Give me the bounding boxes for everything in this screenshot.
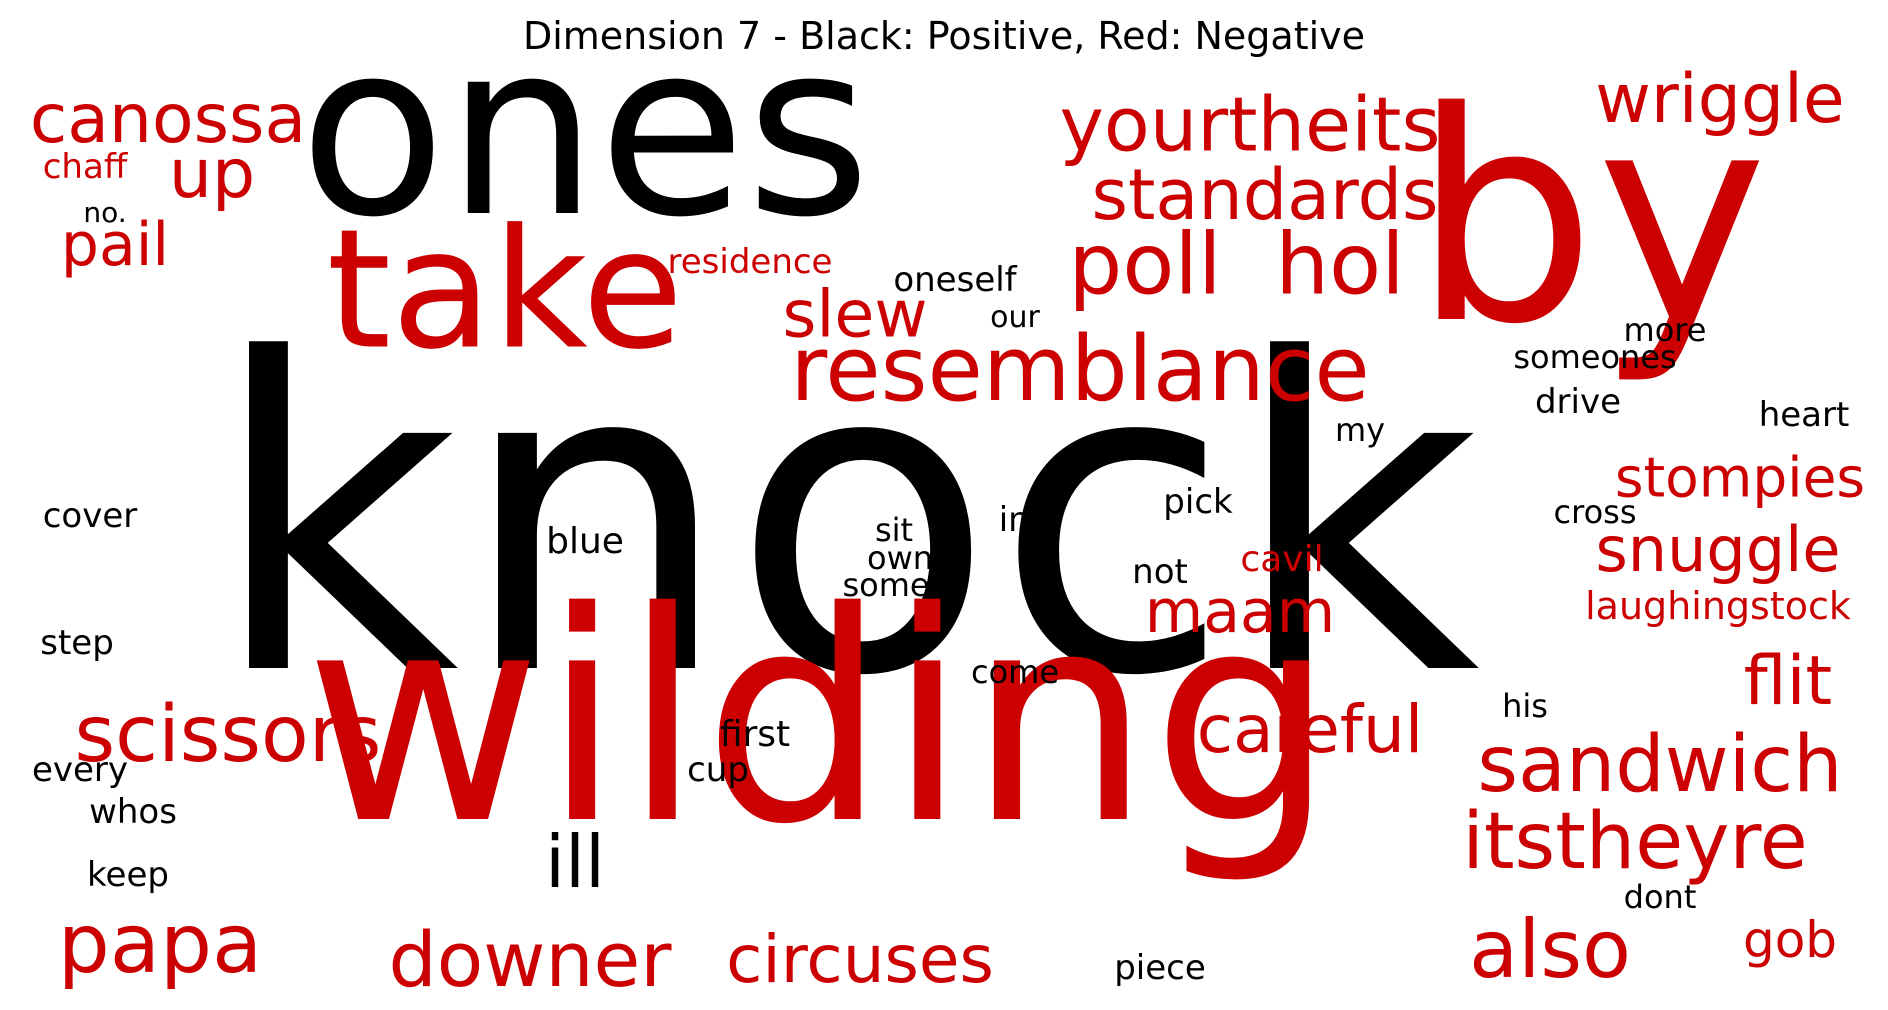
cloud-word-cover: cover — [42, 496, 138, 536]
cloud-word-keep: keep — [87, 855, 169, 895]
cloud-word-careful: careful — [1196, 691, 1424, 768]
cloud-word-dont: dont — [1623, 878, 1697, 916]
cloud-word-downer: downer — [388, 915, 672, 1004]
cloud-word-flit: flit — [1743, 642, 1833, 721]
cloud-word-own: own — [866, 539, 934, 577]
cloud-word-papa: papa — [57, 897, 263, 992]
cloud-word-oneself: oneself — [893, 260, 1017, 300]
cloud-word-standards: standards — [1091, 154, 1439, 236]
cloud-word-come: come — [970, 653, 1060, 691]
cloud-word-take: take — [326, 193, 684, 386]
cloud-word-every: every — [31, 750, 129, 790]
cloud-word-gob: gob — [1742, 911, 1838, 969]
cloud-word-knock: knock — [209, 270, 1481, 770]
cloud-word-my: my — [1334, 411, 1386, 449]
cloud-word-drive: drive — [1534, 382, 1622, 422]
cloud-word-by: by — [1412, 51, 1768, 388]
cloud-word-up: up — [168, 135, 256, 214]
cloud-word-ones: ones — [299, 0, 871, 270]
cloud-word-hol: hol — [1275, 215, 1405, 315]
cloud-word-more: more — [1623, 311, 1707, 349]
cloud-word-not: not — [1132, 552, 1188, 592]
cloud-word-yourtheits: yourtheits — [1059, 80, 1441, 169]
cloud-word-some: some — [842, 566, 930, 604]
cloud-word-poll: poll — [1068, 215, 1222, 315]
cloud-word-chaff: chaff — [42, 147, 128, 187]
cloud-word-scissors: scissors — [74, 690, 382, 780]
cloud-word-cross: cross — [1553, 493, 1637, 531]
cloud-word-snuggle: snuggle — [1595, 513, 1841, 586]
cloud-word-itstheyre: itstheyre — [1462, 797, 1808, 887]
cloud-word-piece: piece — [1114, 948, 1206, 988]
cloud-word-cavil: cavil — [1240, 539, 1324, 580]
cloud-word-resemblance: resemblance — [790, 317, 1370, 422]
cloud-word-maam: maam — [1144, 577, 1336, 647]
cloud-word-pail: pail — [60, 210, 170, 280]
cloud-word-sit: sit — [874, 511, 914, 549]
cloud-word-no: no. — [83, 196, 127, 229]
cloud-title: Dimension 7 - Black: Positive, Red: Nega… — [522, 14, 1366, 58]
cloud-word-someones: someones — [1513, 338, 1677, 376]
cloud-word-im: im — [998, 500, 1042, 540]
cloud-word-whos: whos — [89, 792, 177, 832]
cloud-word-his: his — [1502, 687, 1548, 725]
cloud-word-laughingstock: laughingstock — [1585, 584, 1851, 628]
cloud-word-also: also — [1469, 903, 1631, 996]
cloud-word-canossa: canossa — [29, 80, 307, 159]
cloud-word-residence: residence — [667, 242, 833, 282]
cloud-word-ill: ill — [544, 820, 606, 904]
cloud-word-our: our — [990, 300, 1040, 335]
cloud-word-blue: blue — [546, 521, 624, 562]
cloud-word-first: first — [719, 714, 791, 755]
cloud-word-slew: slew — [782, 277, 928, 353]
cloud-word-cup: cup — [687, 750, 749, 790]
cloud-word-circuses: circuses — [726, 921, 994, 998]
cloud-word-sandwich: sandwich — [1477, 720, 1843, 810]
cloud-word-step: step — [40, 623, 114, 663]
cloud-word-wilding: wilding — [304, 551, 1336, 888]
cloud-word-heart: heart — [1758, 395, 1850, 435]
cloud-word-stompies: stompies — [1614, 445, 1866, 510]
cloud-word-wriggle: wriggle — [1595, 60, 1845, 139]
cloud-word-pick: pick — [1163, 482, 1233, 522]
